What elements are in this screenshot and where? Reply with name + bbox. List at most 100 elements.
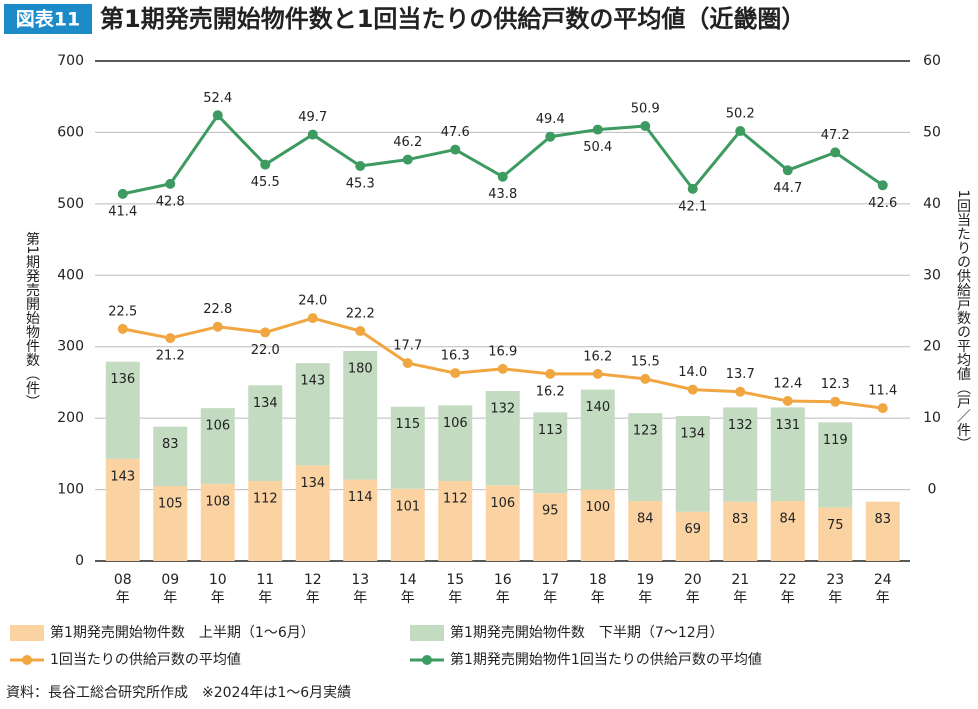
legend-label: 1回当たりの供給戸数の平均値 bbox=[50, 652, 241, 668]
bar-label: 140 bbox=[585, 400, 610, 415]
y-tick-label: 200 bbox=[57, 410, 84, 426]
bar bbox=[628, 501, 663, 561]
x-tick-label: 15 年 bbox=[446, 572, 464, 606]
point-label: 22.8 bbox=[203, 302, 232, 317]
y2-tick-label: 60 bbox=[923, 53, 941, 69]
bar-label: 100 bbox=[585, 500, 610, 515]
point-label: 46.2 bbox=[393, 135, 422, 150]
point-label: 24.0 bbox=[298, 294, 327, 309]
bar bbox=[295, 363, 330, 466]
bar-label: 180 bbox=[348, 362, 373, 377]
bar bbox=[390, 406, 425, 489]
point-label: 42.1 bbox=[678, 199, 707, 214]
bar-label: 83 bbox=[874, 512, 891, 527]
bar-label: 119 bbox=[823, 433, 848, 448]
point bbox=[355, 326, 366, 336]
point bbox=[545, 368, 556, 379]
y-tick-label: 600 bbox=[57, 124, 84, 140]
x-tick-label: 08 年 bbox=[114, 572, 132, 606]
bar bbox=[105, 361, 140, 459]
point bbox=[545, 131, 556, 142]
y-axis-title: 第1期発売開始物件数（件） bbox=[24, 231, 40, 409]
legend-swatch bbox=[10, 625, 44, 641]
bar-label: 114 bbox=[348, 490, 373, 505]
x-tick-label: 21 年 bbox=[731, 572, 749, 606]
point-label: 42.6 bbox=[868, 196, 897, 211]
point bbox=[782, 165, 793, 176]
point bbox=[117, 188, 128, 199]
point-label: 22.0 bbox=[251, 343, 280, 358]
point bbox=[260, 327, 271, 338]
bar bbox=[343, 351, 378, 480]
bar bbox=[153, 426, 188, 486]
bar bbox=[295, 465, 330, 561]
legend-label: 第1期発売開始物件1回当たりの供給戸数の平均値 bbox=[450, 651, 762, 668]
bar bbox=[248, 385, 283, 481]
point-label: 16.2 bbox=[536, 384, 565, 399]
bar bbox=[628, 413, 663, 501]
point bbox=[687, 183, 698, 194]
point-label: 13.7 bbox=[726, 367, 755, 382]
bar bbox=[533, 493, 568, 561]
bar bbox=[390, 488, 425, 561]
y2-tick-label: 0 bbox=[928, 482, 937, 498]
bar bbox=[343, 479, 378, 561]
bar-label: 106 bbox=[490, 496, 515, 511]
point-label: 11.4 bbox=[868, 384, 897, 399]
bar bbox=[485, 485, 520, 561]
point bbox=[735, 386, 746, 397]
bar-label: 69 bbox=[684, 522, 701, 537]
point bbox=[735, 126, 746, 136]
point bbox=[450, 144, 461, 155]
point-label: 47.6 bbox=[441, 125, 470, 140]
point-label: 12.3 bbox=[821, 377, 850, 392]
bar-label: 143 bbox=[300, 374, 325, 389]
point bbox=[640, 121, 651, 131]
bar-label: 136 bbox=[110, 372, 135, 387]
point bbox=[402, 358, 413, 369]
bar bbox=[675, 511, 710, 561]
point bbox=[260, 159, 271, 170]
point bbox=[830, 147, 841, 158]
point bbox=[782, 396, 793, 406]
bar-label: 112 bbox=[253, 492, 278, 507]
y-tick-label: 700 bbox=[57, 53, 84, 69]
note: 資料：長谷工総合研究所作成 ※2024年は1～6月実績 bbox=[6, 685, 351, 701]
point bbox=[640, 373, 651, 384]
x-tick-label: 22 年 bbox=[779, 572, 797, 606]
bar-label: 108 bbox=[205, 494, 230, 509]
bar-label: 113 bbox=[538, 423, 563, 438]
bar-label: 101 bbox=[395, 499, 420, 514]
point bbox=[450, 368, 461, 379]
y-tick-label: 100 bbox=[57, 482, 84, 498]
point bbox=[307, 313, 318, 324]
point-label: 15.5 bbox=[631, 354, 660, 369]
y-tick-label: 500 bbox=[57, 196, 84, 212]
x-tick-label: 09 年 bbox=[161, 572, 179, 606]
point-label: 50.9 bbox=[631, 102, 660, 117]
bar bbox=[723, 407, 758, 502]
bar-label: 132 bbox=[728, 418, 753, 433]
x-tick-label: 16 年 bbox=[494, 572, 512, 606]
bar bbox=[153, 486, 188, 561]
bar-label: 123 bbox=[633, 424, 658, 439]
point-label: 52.4 bbox=[203, 91, 232, 106]
point-label: 42.8 bbox=[156, 194, 185, 209]
bar bbox=[818, 507, 853, 561]
y-tick-label: 0 bbox=[75, 553, 84, 569]
point-label: 21.2 bbox=[156, 349, 185, 364]
bar-label: 83 bbox=[162, 437, 179, 452]
point bbox=[212, 110, 223, 121]
point bbox=[830, 396, 841, 407]
point bbox=[355, 161, 366, 171]
x-tick-label: 24 年 bbox=[874, 572, 892, 606]
point bbox=[402, 154, 413, 165]
badge: 図表11 bbox=[16, 8, 80, 31]
bar bbox=[533, 412, 568, 494]
line bbox=[122, 112, 884, 196]
bar-label: 106 bbox=[205, 419, 230, 434]
point-label: 47.2 bbox=[821, 128, 850, 143]
bar-label: 132 bbox=[490, 402, 515, 417]
bar-label: 134 bbox=[253, 396, 278, 411]
